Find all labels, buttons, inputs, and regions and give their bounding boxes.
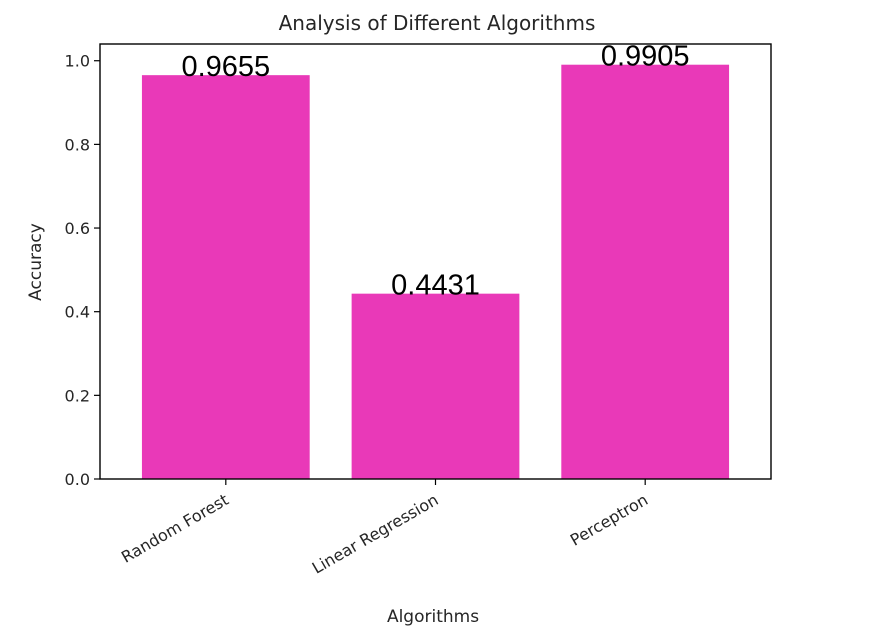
- y-axis: 0.0 0.2 0.4 0.6 0.8 1.0: [65, 52, 100, 489]
- y-tick-label-5: 1.0: [65, 52, 90, 71]
- x-tick-label-2: Perceptron: [567, 490, 651, 550]
- y-tick-label-1: 0.2: [65, 386, 90, 405]
- x-axis-label: Algorithms: [387, 607, 479, 627]
- bars-layer: [141, 64, 730, 479]
- y-tick-label-0: 0.0: [65, 470, 90, 489]
- plot-frame: [99, 43, 772, 480]
- x-tick-label-0: Random Forest: [118, 490, 232, 567]
- bar-value-label-0: 0.9655: [181, 51, 270, 83]
- x-tick-label-1: Linear Regression: [309, 490, 442, 578]
- chart-title: Analysis of Different Algorithms: [279, 11, 596, 35]
- bar-1: [351, 293, 520, 479]
- bar-0: [141, 75, 310, 479]
- y-tick-label-3: 0.6: [65, 219, 90, 238]
- y-axis-label: Accuracy: [26, 223, 46, 301]
- x-axis: Random Forest Linear Regression Perceptron: [118, 479, 651, 578]
- y-tick-label-4: 0.8: [65, 135, 90, 154]
- bar-value-labels: 0.9655 0.4431 0.9905: [181, 41, 689, 302]
- bar-2: [561, 64, 730, 479]
- bar-value-label-1: 0.4431: [391, 270, 480, 302]
- y-tick-label-2: 0.4: [65, 303, 90, 322]
- bar-value-label-2: 0.9905: [601, 41, 690, 73]
